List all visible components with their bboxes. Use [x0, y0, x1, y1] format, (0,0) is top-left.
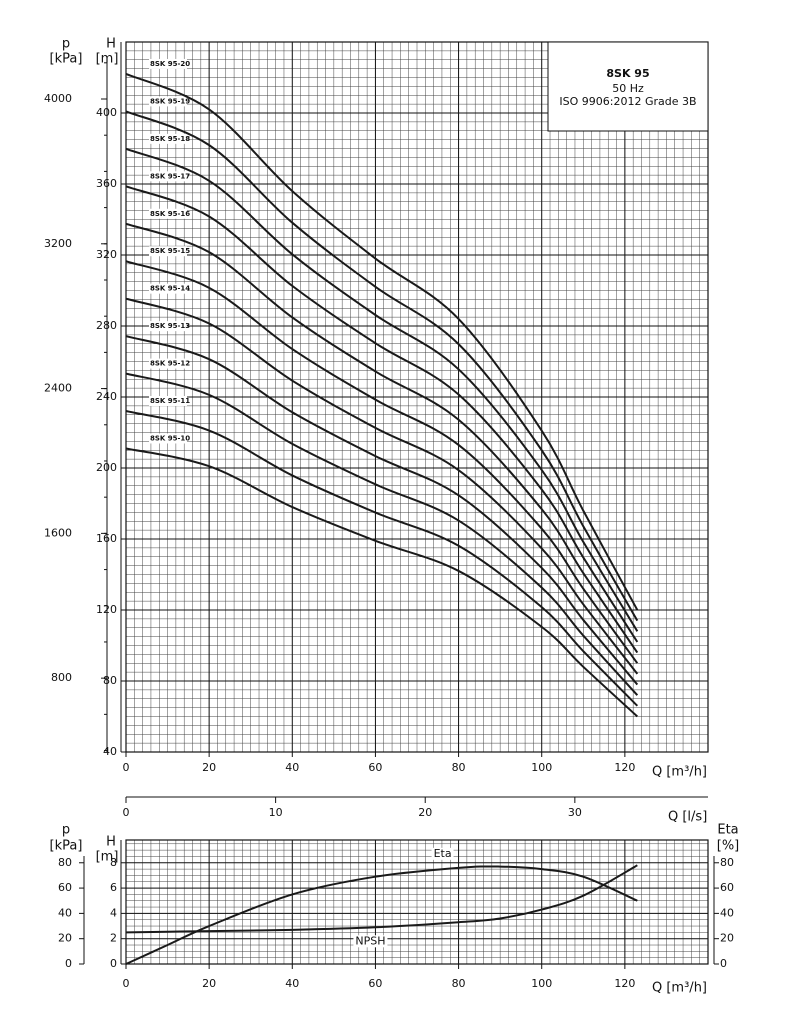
curve-label-bg	[149, 58, 187, 69]
x-tick-label: 0	[123, 761, 130, 774]
curve	[125, 73, 639, 611]
curve-label-bg	[149, 208, 187, 219]
curve-label: 8SK 95-19	[150, 97, 190, 105]
curve	[125, 864, 638, 934]
ls-tick-label: 30	[568, 806, 582, 819]
curve	[125, 110, 639, 622]
curve-label: 8SK 95-15	[150, 247, 190, 255]
x-tick-label: 120	[614, 977, 635, 990]
x-tick-label: 60	[368, 761, 382, 774]
p-axis-label: p	[62, 37, 70, 52]
p-tick-label: 4000	[44, 92, 72, 105]
curve	[125, 447, 639, 718]
p-axis-label: [kPa]	[50, 52, 83, 67]
x-tick-label: 120	[614, 761, 635, 774]
curve-label: 8SK 95-14	[150, 285, 190, 293]
curve-label-bg	[149, 171, 187, 182]
curve	[125, 372, 639, 696]
curve-label-bg	[149, 283, 187, 294]
p-tick-label: 2400	[44, 382, 72, 395]
y-tick-label: 2	[110, 932, 117, 945]
curve-label: 8SK 95-17	[150, 172, 190, 180]
curve-label: NPSH	[355, 934, 385, 947]
curve-label-bg	[149, 96, 187, 107]
info-box	[547, 41, 709, 132]
x-tick-label: 80	[452, 761, 466, 774]
curve-label: 8SK 95-11	[150, 397, 190, 405]
curve-label: 8SK 95-10	[150, 434, 190, 442]
curve-label-bg	[431, 847, 454, 860]
x-tick-label: 100	[531, 977, 552, 990]
y-tick-label: 0	[110, 957, 117, 970]
ls-tick-label: 10	[269, 806, 283, 819]
y-tick-label: 80	[103, 674, 117, 687]
curve-label: 8SK 95-16	[150, 210, 190, 218]
curve-label-bg	[353, 935, 388, 948]
curve	[125, 185, 639, 643]
eta-axis-label: [%]	[717, 839, 740, 854]
x-tick-label: 40	[285, 977, 299, 990]
y-axis-label: H	[106, 835, 116, 850]
curve-label-bg	[149, 246, 187, 257]
x-tick-label: 20	[202, 977, 216, 990]
p-tick-label: 1600	[44, 526, 72, 539]
x-tick-label: 100	[531, 761, 552, 774]
curve-label: 8SK 95-12	[150, 360, 190, 368]
curve-label: Eta	[434, 847, 452, 860]
ls-axis-label: Q [l/s]	[668, 810, 707, 825]
eta-tick-label: 20	[720, 932, 734, 945]
p-axis-label: p	[62, 823, 70, 838]
p-tick-label: 40	[58, 906, 72, 919]
info-line: ISO 9906:2012 Grade 3B	[559, 95, 696, 108]
curve-label-bg	[149, 396, 187, 407]
p-tick-label: 800	[51, 671, 72, 684]
curve	[125, 260, 639, 664]
x-tick-label: 40	[285, 761, 299, 774]
p-tick-label: 3200	[44, 237, 72, 250]
y-tick-label: 40	[103, 745, 117, 758]
curve	[125, 222, 639, 654]
curve	[125, 410, 639, 707]
curve-label-bg	[149, 433, 187, 444]
ls-tick-label: 20	[418, 806, 432, 819]
eta-tick-label: 40	[720, 906, 734, 919]
x-tick-label: 60	[368, 977, 382, 990]
x-tick-label: 20	[202, 761, 216, 774]
y-axis-label: H	[106, 37, 116, 52]
eta-tick-label: 60	[720, 881, 734, 894]
curve-label-bg	[149, 321, 187, 332]
p-tick-label: 0	[65, 957, 72, 970]
ls-tick-label: 0	[123, 806, 130, 819]
y-tick-label: 8	[110, 856, 117, 869]
curve-label-bg	[149, 133, 187, 144]
y-tick-label: 6	[110, 881, 117, 894]
curve-label-bg	[149, 358, 187, 369]
curve	[125, 865, 638, 965]
eta-axis-label: Eta	[717, 823, 738, 838]
p-axis-label: [kPa]	[50, 839, 83, 854]
p-tick-label: 80	[58, 856, 72, 869]
curve-label: 8SK 95-18	[150, 135, 190, 143]
curve	[125, 335, 639, 686]
curve-label: 8SK 95-20	[150, 60, 190, 68]
curve-label: 8SK 95-13	[150, 322, 190, 330]
y-axis-label: [m]	[96, 850, 119, 865]
curve	[125, 147, 639, 632]
p-tick-label: 20	[58, 932, 72, 945]
x-axis-label: Q [m³/h]	[652, 981, 707, 996]
info-title: 8SK 95	[606, 67, 649, 80]
x-axis-label: Q [m³/h]	[652, 765, 707, 780]
eta-tick-label: 80	[720, 856, 734, 869]
x-tick-label: 80	[452, 977, 466, 990]
x-tick-label: 0	[123, 977, 130, 990]
curve	[125, 297, 639, 675]
y-axis-label: [m]	[96, 52, 119, 67]
y-tick-label: 4	[110, 906, 117, 919]
p-tick-label: 60	[58, 881, 72, 894]
eta-tick-label: 0	[720, 957, 727, 970]
info-line: 50 Hz	[612, 82, 644, 95]
